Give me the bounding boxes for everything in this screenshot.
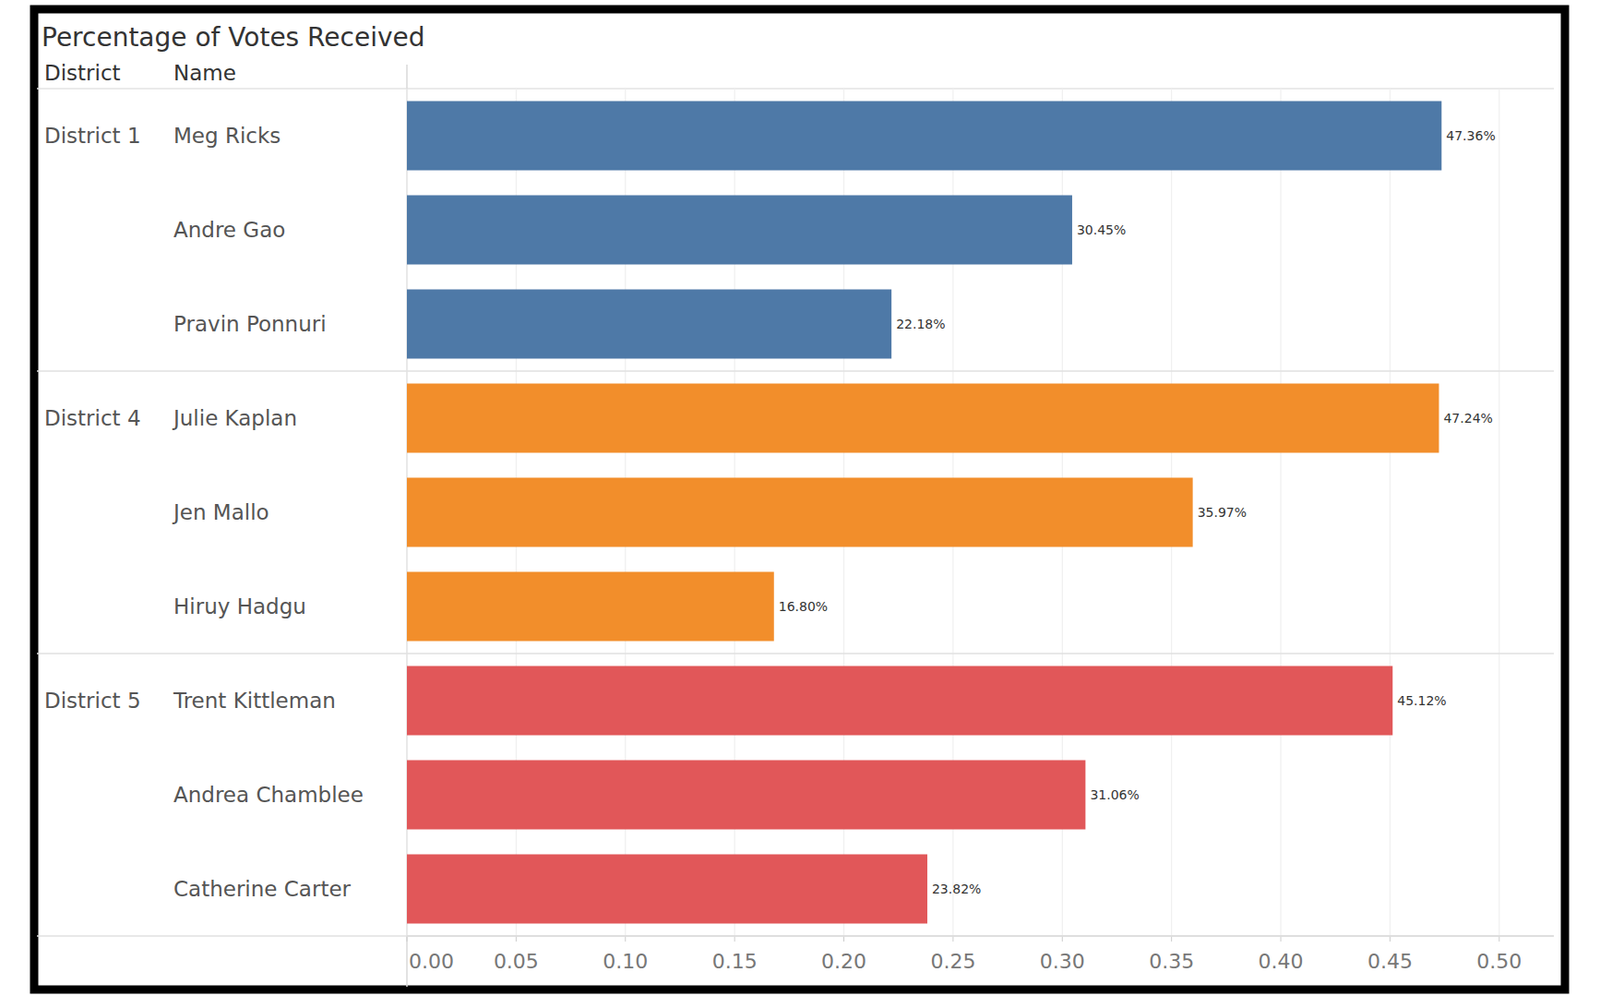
category-label: Catherine Carter <box>173 876 352 901</box>
data-label: 31.06% <box>1089 787 1139 802</box>
category-label: Pravin Ponnuri <box>173 311 327 336</box>
data-label: 22.18% <box>895 316 945 332</box>
tick-label: 0.40 <box>1258 949 1304 973</box>
data-label: 45.12% <box>1397 692 1446 708</box>
category-label: Trent Kittleman <box>172 688 336 713</box>
tick-mark <box>1389 935 1391 942</box>
tick-label: 0.45 <box>1367 949 1413 973</box>
tick-mark <box>843 935 845 942</box>
group-separator <box>36 370 1554 372</box>
category-label: Andre Gao <box>173 217 286 242</box>
tick-mark <box>1062 935 1063 942</box>
group-separator <box>36 934 1554 937</box>
tick-label: 0.20 <box>821 949 867 973</box>
background <box>0 0 1600 1008</box>
bar <box>406 477 1194 548</box>
category-label: Meg Ricks <box>173 123 281 148</box>
data-label: 30.45% <box>1076 222 1126 238</box>
group-separator <box>36 652 1554 655</box>
tick-label: 0.25 <box>930 949 976 973</box>
data-label: 47.36% <box>1445 128 1495 144</box>
tick-label: 0.10 <box>602 949 648 973</box>
group-label: District 5 <box>44 688 142 713</box>
bar <box>406 666 1393 736</box>
bar <box>406 289 892 359</box>
tick-label: 0.00 <box>408 949 454 973</box>
frame <box>34 9 1565 990</box>
grid-line <box>1498 88 1500 936</box>
bar <box>406 572 775 642</box>
category-label: Jen Mallo <box>171 500 270 525</box>
category-label: Andrea Chamblee <box>173 782 364 807</box>
data-label: 47.24% <box>1443 410 1493 426</box>
group-label: District 1 <box>44 123 142 148</box>
tick-label: 0.05 <box>493 949 539 973</box>
tick-label: 0.50 <box>1476 949 1522 973</box>
labels: District 1 Meg Ricks 47.36% Andre Gao 30.45%… <box>44 123 1496 901</box>
header-label: Name <box>173 60 237 85</box>
bar <box>406 195 1073 265</box>
tick-label: 0.35 <box>1148 949 1195 973</box>
category-label: Julie Kaplan <box>171 405 298 430</box>
tick-mark <box>624 935 626 942</box>
grid-line <box>1389 88 1391 936</box>
tick-mark <box>406 935 408 942</box>
group-label: District 4 <box>44 405 142 430</box>
category-label: Hiruy Hadgu <box>173 594 307 619</box>
chart: Percentage of Votes Received District Name… <box>0 0 1600 1008</box>
bar <box>406 383 1439 454</box>
header-label: District <box>44 60 121 85</box>
bar <box>406 854 928 924</box>
data-label: 23.82% <box>931 881 981 896</box>
tick-mark <box>1498 935 1500 942</box>
data-label: 35.97% <box>1197 504 1247 520</box>
tick-mark <box>734 935 736 942</box>
tick-mark <box>952 935 954 942</box>
tick-mark <box>1280 935 1282 942</box>
bars <box>406 101 1442 924</box>
title: Percentage of Votes Received <box>41 22 426 53</box>
grid-line <box>1279 88 1281 936</box>
tick-mark <box>515 935 517 942</box>
tick-mark <box>1170 935 1172 942</box>
header-line <box>36 87 1554 90</box>
data-label: 16.80% <box>778 598 828 614</box>
tick-label: 0.30 <box>1039 949 1086 973</box>
bar <box>406 760 1086 830</box>
bar <box>406 101 1442 171</box>
tick-label: 0.15 <box>712 949 758 973</box>
